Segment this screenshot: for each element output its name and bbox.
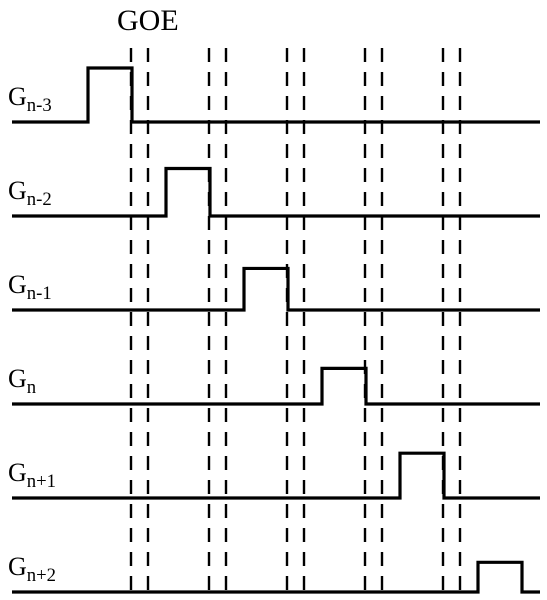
signal-label: Gn-1 — [8, 270, 52, 305]
timing-diagram — [0, 0, 547, 600]
signal-label: Gn+2 — [8, 552, 56, 587]
signal-label: Gn+1 — [8, 458, 56, 493]
signal-label: Gn-3 — [8, 82, 52, 117]
signal-label: Gn-2 — [8, 176, 52, 211]
header-goe-label: GOE — [117, 4, 179, 38]
signal-label: Gn — [8, 364, 36, 399]
